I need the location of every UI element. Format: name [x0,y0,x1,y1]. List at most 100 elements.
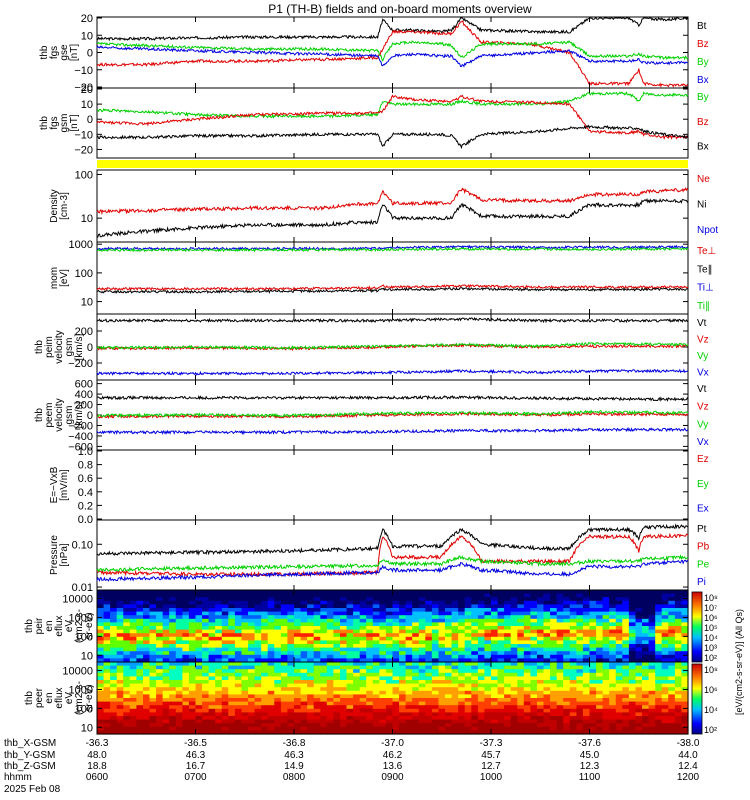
spectrogram-cell [550,719,558,724]
spectrogram-cell [136,694,144,699]
spectrogram-cell [241,705,249,710]
spectrogram-cell [379,608,387,613]
spectrogram-cell [340,633,348,638]
spectrogram-cell [103,654,111,659]
spectrogram-cell [668,687,676,692]
spectrogram-cell [379,626,387,631]
spectrogram-cell [241,687,249,692]
spectrogram-cell [431,683,440,688]
spectrogram-cell [517,680,525,685]
spectrogram-cell [543,629,551,634]
spectrogram-cell [300,622,308,627]
spectrogram-cell [202,640,210,645]
spectrogram-cell [412,698,420,703]
spectrogram-cell [602,712,610,717]
spectrogram-cell [438,597,446,602]
spectrogram-cell [668,730,676,735]
spectrogram-cell [484,611,492,616]
spectrogram-cell [464,716,472,721]
spectrogram-cell [221,615,229,620]
spectrogram-cell [484,618,492,623]
spectrogram-cell [221,676,229,681]
spectrogram-cell [359,636,367,641]
spectrogram-cell [326,622,334,627]
spectrogram-cell [412,730,420,735]
spectrogram-cell [359,633,367,638]
spectrogram-cell [582,640,591,645]
spectrogram-cell [307,726,315,731]
spectrogram-cell [523,712,531,717]
spectrogram-cell [563,644,571,649]
spectrogram-cell [372,662,380,667]
spectrogram-cell [523,716,531,721]
series-Bx [96,45,689,68]
spectrogram-cell [596,730,604,735]
spectrogram-cell [569,694,577,699]
y-tick-label: 10 [81,722,93,734]
panel-peer: 10000100010010thbpeerenefluxeV(cm2-s-sr-… [24,661,689,735]
spectrogram-cell [359,705,367,710]
spectrogram-cell [569,597,577,602]
spectrogram-cell [241,608,249,613]
spectrogram-cell [399,676,407,681]
spectrogram-cell [116,708,124,713]
spectrogram-cell [602,662,610,667]
spectrogram-cell [175,690,183,695]
spectrogram-cell [622,651,630,656]
spectrogram-cell [491,680,499,685]
spectrogram-cell [110,611,118,616]
spectrogram-cell [215,705,223,710]
spectrogram-cell [392,672,400,677]
spectrogram-cell [681,730,689,735]
spectrogram-cell [497,593,505,598]
spectrogram-cell [484,680,492,685]
spectrogram-cell [431,604,440,609]
spectrogram-cell [615,665,623,670]
spectrogram-cell [504,730,512,735]
spectrogram-cell [477,651,486,656]
spectrogram-cell [267,608,275,613]
y-tick-label: 100 [75,268,93,280]
spectrogram-cell [215,665,223,670]
spectrogram-cell [609,600,617,605]
spectrogram-cell [491,593,499,598]
spectrogram-cell [635,654,643,659]
spectrogram-cell [399,651,407,656]
spectrogram-cell [97,604,105,609]
spectrogram-cell [202,651,210,656]
spectrogram-cell [366,626,374,631]
spectrogram-cell [596,654,604,659]
spectrogram-cell [681,622,689,627]
spectrogram-cell [464,636,472,641]
spectrogram-cell [642,629,650,634]
spectrogram-cell [622,636,630,641]
spectrogram-cell [228,683,236,688]
spectrogram-cell [464,694,472,699]
spectrogram-cell [143,708,151,713]
spectrogram-cell [418,629,426,634]
spectrogram-cell [221,708,229,713]
y-axis-label-line: (cm2-s- [74,681,85,715]
spectrogram-cell [156,712,164,717]
spectrogram-cell [346,590,354,595]
spectrogram-cell [195,723,203,728]
spectrogram-cell [681,701,689,706]
spectrogram-cell [523,662,531,667]
spectrogram-cell [300,683,308,688]
spectrogram-cell [320,662,328,667]
spectrogram-cell [451,723,459,728]
spectrogram-cell [550,651,558,656]
spectrogram-cell [326,600,334,605]
spectrogram-cell [228,654,236,659]
spectrogram-cell [464,640,472,645]
spectrogram-cell [333,593,341,598]
spectrogram-cell [116,698,124,703]
spectrogram-cell [103,622,111,627]
y-tick-label: 600 [75,379,93,391]
spectrogram-cell [681,676,689,681]
spectrogram-cell [425,680,433,685]
spectrogram-cell [484,672,492,677]
spectrogram-cell [228,719,236,724]
spectrogram-cell [491,662,499,667]
spectrogram-cell [563,600,571,605]
